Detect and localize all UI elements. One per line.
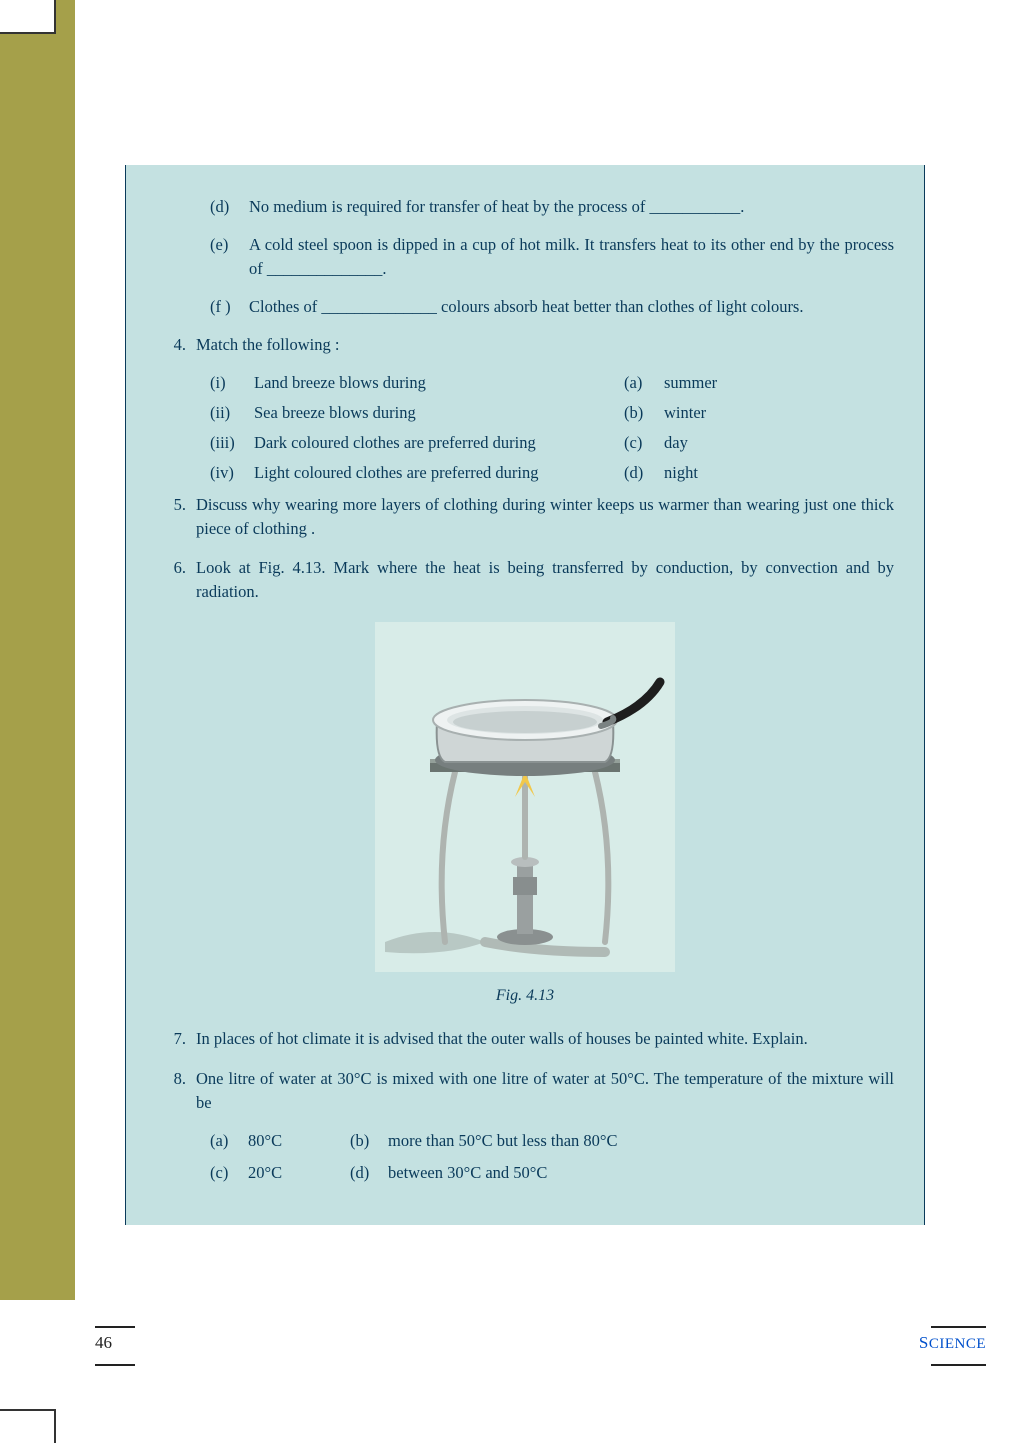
sub-item-e: (e) A cold steel spoon is dipped in a cu… <box>204 233 894 281</box>
question-6: 6. Look at Fig. 4.13. Mark where the hea… <box>156 556 894 604</box>
stove-illustration <box>375 622 675 972</box>
option-label: (a) <box>210 1131 248 1151</box>
question-number: 4. <box>156 333 196 357</box>
subject-rule-top <box>931 1326 986 1328</box>
sub-text: Clothes of ______________ colours absorb… <box>249 295 894 319</box>
match-left-label: (iii) <box>204 433 254 453</box>
option-label: (c) <box>210 1163 248 1183</box>
top-tab-notch <box>0 0 56 34</box>
match-left-label: (ii) <box>204 403 254 423</box>
match-right-text: day <box>664 433 894 453</box>
question-7: 7. In places of hot climate it is advise… <box>156 1027 894 1051</box>
match-left-text: Land breeze blows during <box>254 373 624 393</box>
question-number: 8. <box>156 1067 196 1115</box>
margin-sidebar <box>0 0 75 1300</box>
sub-text: A cold steel spoon is dipped in a cup of… <box>249 233 894 281</box>
match-left-label: (iv) <box>204 463 254 483</box>
question-prompt: Match the following : <box>196 333 894 357</box>
match-right-label: (b) <box>624 403 664 423</box>
option-label: (d) <box>350 1163 388 1183</box>
option-text: 80°C <box>248 1131 350 1151</box>
subject-cap: S <box>919 1333 929 1352</box>
option-row-ab: (a) 80°C (b) more than 50°C but less tha… <box>204 1131 894 1151</box>
match-left-text: Light coloured clothes are preferred dur… <box>254 463 624 483</box>
figure-4-13 <box>156 622 894 977</box>
match-table: (i) Land breeze blows during (a) summer … <box>156 373 894 483</box>
match-row: (i) Land breeze blows during (a) summer <box>204 373 894 393</box>
question-number: 5. <box>156 493 196 541</box>
question-text: One litre of water at 30°C is mixed with… <box>196 1067 894 1115</box>
match-left-label: (i) <box>204 373 254 393</box>
option-text: between 30°C and 50°C <box>388 1163 894 1183</box>
match-right-label: (c) <box>624 433 664 453</box>
page-number-rule-top <box>95 1326 135 1328</box>
sub-text: No medium is required for transfer of he… <box>249 195 894 219</box>
match-left-text: Dark coloured clothes are preferred duri… <box>254 433 624 453</box>
subject-rule-bottom <box>931 1364 986 1366</box>
question-number: 7. <box>156 1027 196 1051</box>
footer-subject: SCIENCE <box>919 1333 986 1353</box>
match-right-text: winter <box>664 403 894 423</box>
question-5: 5. Discuss why wearing more layers of cl… <box>156 493 894 541</box>
question-number: 6. <box>156 556 196 604</box>
sub-item-f: (f ) Clothes of ______________ colours a… <box>204 295 894 319</box>
page-number-rule-bottom <box>95 1364 135 1366</box>
sub-label: (e) <box>204 233 249 281</box>
match-row: (iii) Dark coloured clothes are preferre… <box>204 433 894 453</box>
option-text: 20°C <box>248 1163 350 1183</box>
option-label: (b) <box>350 1131 388 1151</box>
page-number: 46 <box>95 1333 112 1353</box>
figure-caption: Fig. 4.13 <box>156 987 894 1005</box>
fill-blanks-continued: (d) No medium is required for transfer o… <box>156 195 894 319</box>
sub-item-d: (d) No medium is required for transfer o… <box>204 195 894 219</box>
option-row-cd: (c) 20°C (d) between 30°C and 50°C <box>204 1163 894 1183</box>
subject-rest: CIENCE <box>929 1336 986 1352</box>
question-text: Discuss why wearing more layers of cloth… <box>196 493 894 541</box>
q8-options: (a) 80°C (b) more than 50°C but less tha… <box>156 1131 894 1183</box>
question-text: In places of hot climate it is advised t… <box>196 1027 894 1051</box>
match-row: (ii) Sea breeze blows during (b) winter <box>204 403 894 423</box>
match-right-text: night <box>664 463 894 483</box>
question-4: 4. Match the following : <box>156 333 894 357</box>
match-right-label: (d) <box>624 463 664 483</box>
sub-label: (d) <box>204 195 249 219</box>
match-right-label: (a) <box>624 373 664 393</box>
match-left-text: Sea breeze blows during <box>254 403 624 423</box>
question-8: 8. One litre of water at 30°C is mixed w… <box>156 1067 894 1115</box>
sub-label: (f ) <box>204 295 249 319</box>
match-right-text: summer <box>664 373 894 393</box>
question-text: Look at Fig. 4.13. Mark where the heat i… <box>196 556 894 604</box>
match-row: (iv) Light coloured clothes are preferre… <box>204 463 894 483</box>
option-text: more than 50°C but less than 80°C <box>388 1131 894 1151</box>
bottom-tab-notch <box>0 1409 56 1443</box>
content-panel: (d) No medium is required for transfer o… <box>125 165 925 1225</box>
